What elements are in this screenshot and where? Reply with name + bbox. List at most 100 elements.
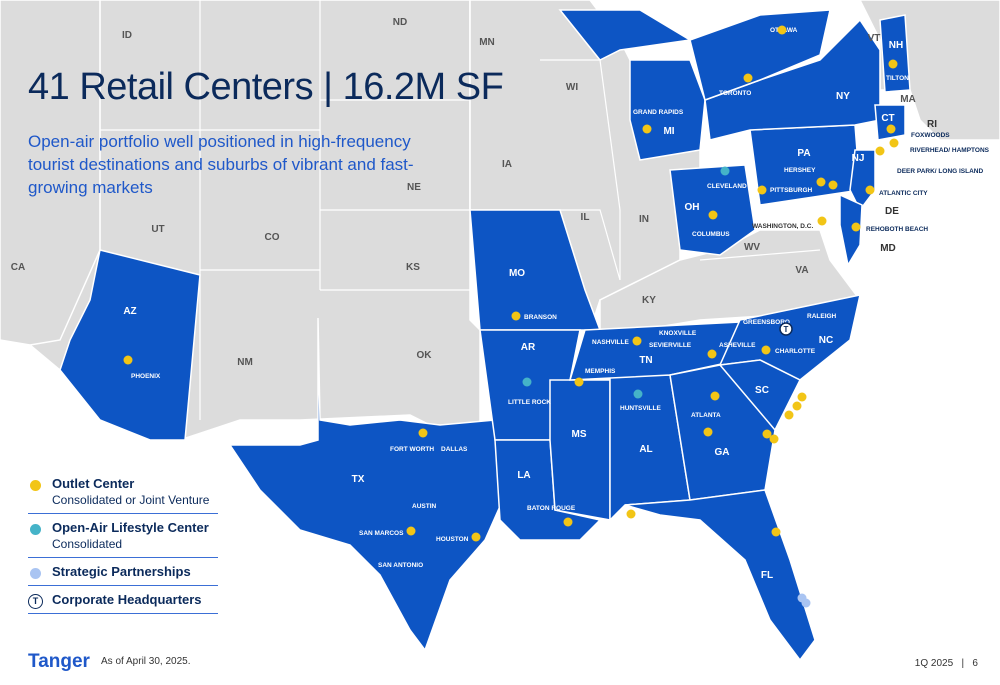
- partnership-marker: [801, 598, 811, 608]
- state-label-ny: NY: [836, 91, 850, 102]
- city-label: TORONTO: [719, 90, 751, 97]
- outlet-marker: [888, 59, 898, 69]
- city-label: ASHEVILLE: [719, 342, 756, 349]
- outlet-marker: [406, 526, 416, 536]
- outlet-dot-icon: [30, 480, 41, 491]
- city-label: SAVANNAH: [770, 464, 806, 471]
- city-label: CLEVELAND: [707, 183, 747, 190]
- city-label: RIVERHEAD/ HAMPTONS: [910, 147, 990, 154]
- city-label: REHOBOTH BEACH: [866, 226, 928, 233]
- outlet-marker: [123, 355, 133, 365]
- state-shape-nh: [879, 14, 911, 93]
- lifestyle-markers: [522, 166, 730, 399]
- city-label: NASHVILLE: [592, 339, 630, 346]
- city-label: PITTSBURGH: [770, 187, 813, 194]
- state-label-nh: NH: [889, 40, 903, 51]
- city-label: SAN MARCOS: [359, 530, 404, 537]
- outlet-marker: [828, 180, 838, 190]
- outlet-marker: [865, 185, 875, 195]
- city-label: PALM BEACH: [814, 598, 857, 605]
- city-label: FORT WORTH: [390, 446, 434, 453]
- city-label: BATON ROUGE: [527, 505, 576, 512]
- legend-outlet: Outlet Center Consolidated or Joint Vent…: [28, 470, 218, 514]
- city-label: DEER PARK/ LONG ISLAND: [897, 168, 983, 175]
- state-labels: ID ND MN WI IA NE UT CO CA KS NM OK IL I…: [11, 17, 937, 581]
- city-label: FOXWOODS: [911, 132, 950, 139]
- outlet-marker: [418, 428, 428, 438]
- city-label: HILTON HEAD: [784, 436, 828, 443]
- city-label: MYRTLE BEACH: [810, 399, 862, 406]
- state-shape-fl: [624, 489, 816, 662]
- state-label-oh: OH: [685, 202, 700, 213]
- city-label: COLUMBUS: [692, 231, 730, 238]
- outlet-marker: [816, 177, 826, 187]
- outlet-marker: [792, 401, 802, 411]
- city-label: HOUSTON: [436, 536, 469, 543]
- legend-lifestyle: Open-Air Lifestyle Center Consolidated: [28, 514, 218, 558]
- state-label-de: DE: [885, 206, 899, 217]
- legend-title: Open-Air Lifestyle Center: [52, 520, 209, 535]
- state-label-vt: VT: [868, 33, 881, 44]
- hq-marker-letter: T: [784, 325, 789, 334]
- legend-subtitle: Consolidated or Joint Venture: [52, 493, 210, 507]
- outlet-marker: [797, 392, 807, 402]
- outlet-marker: [875, 146, 885, 156]
- outlet-marker: [743, 73, 753, 83]
- city-labels: OTTAWA TORONTO GRAND RAPIDS TILTON FOXWO…: [131, 27, 990, 605]
- state-shape-ct: [874, 104, 906, 141]
- outlet-markers: [123, 25, 899, 542]
- city-label: WASHINGTON, D.C.: [752, 223, 813, 230]
- city-label: HERSHEY: [784, 167, 816, 174]
- state-shape-de-md: [839, 193, 863, 268]
- city-label: SEVIERVILLE: [649, 342, 692, 349]
- outlet-marker: [574, 377, 584, 387]
- city-label: AUSTIN: [412, 503, 437, 510]
- state-label-ks: KS: [406, 262, 420, 273]
- state-shape-ny: [704, 18, 881, 141]
- state-label-al: AL: [639, 444, 652, 455]
- lifestyle-marker: [522, 377, 532, 387]
- outlet-marker: [784, 410, 794, 420]
- city-label: GREENSBORO: [743, 319, 790, 326]
- outlet-marker: [563, 517, 573, 527]
- state-label-mi: MI: [663, 126, 674, 137]
- city-label: LITTLE ROCK: [508, 399, 551, 406]
- outlet-marker: [886, 124, 896, 134]
- outlet-marker: [703, 427, 713, 437]
- state-label-ar: AR: [521, 342, 536, 353]
- state-label-wi: WI: [566, 82, 578, 93]
- state-shape-mo: [469, 209, 602, 331]
- state-label-va: VA: [795, 265, 808, 276]
- state-label-id: ID: [122, 30, 132, 41]
- outlet-marker: [757, 185, 767, 195]
- as-of-date: As of April 30, 2025.: [101, 656, 191, 667]
- state-shape-east: [599, 229, 862, 331]
- state-shape-mi-upper: [558, 9, 693, 61]
- state-shape-tx: [228, 317, 506, 652]
- city-label: HUNTSVILLE: [620, 405, 661, 412]
- state-label-ok: OK: [417, 350, 433, 361]
- city-label: DALLAS: [441, 446, 468, 453]
- outlet-marker: [762, 429, 772, 439]
- outlet-marker: [471, 532, 481, 542]
- state-label-ms: MS: [572, 429, 587, 440]
- hq-icon: T: [28, 594, 43, 609]
- outlet-marker: [771, 527, 781, 537]
- state-label-nd: ND: [393, 17, 407, 28]
- city-label: PENSACOLA: [627, 524, 668, 531]
- city-label: GRAND RAPIDS: [633, 109, 684, 116]
- outlet-marker: [769, 434, 779, 444]
- state-label-az: AZ: [123, 306, 136, 317]
- state-label-in: IN: [639, 214, 649, 225]
- state-label-wv: WV: [744, 242, 760, 253]
- state-label-nm: NM: [237, 357, 253, 368]
- city-label: CHARLOTTE: [775, 348, 816, 355]
- state-label-il: IL: [581, 212, 590, 223]
- legend-hq: T Corporate Headquarters: [28, 586, 218, 614]
- city-label: MEMPHIS: [585, 368, 616, 375]
- outlet-marker: [626, 509, 636, 519]
- state-label-mn: MN: [479, 37, 495, 48]
- state-label-la: LA: [517, 470, 530, 481]
- state-label-co: CO: [265, 232, 280, 243]
